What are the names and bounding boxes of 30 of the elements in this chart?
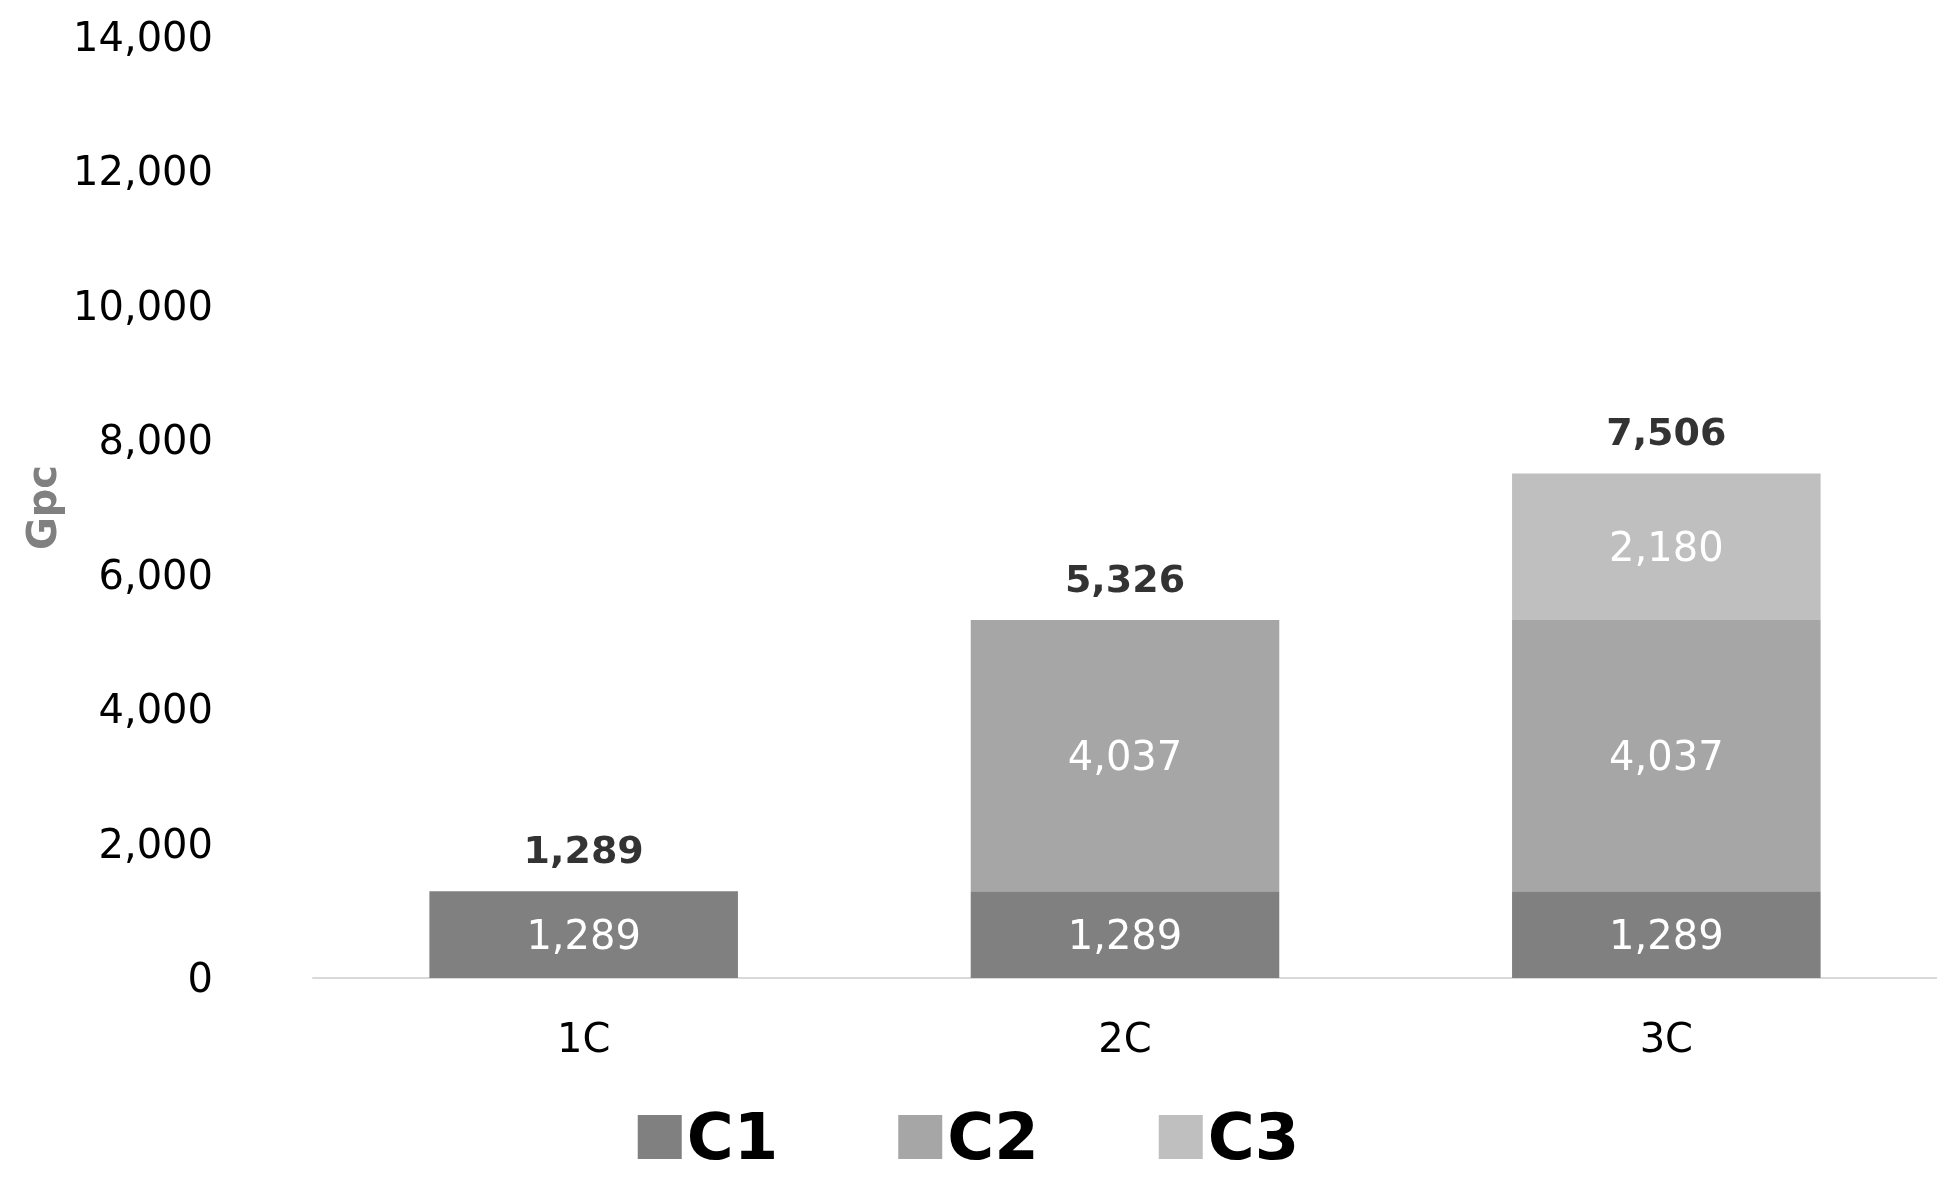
total-label: 5,326 [1064,557,1186,602]
bar [429,891,738,978]
y-tick-label: 8,000 [98,417,213,464]
y-tick-label: 0 [187,955,213,1001]
y-tick-label: 4,000 [98,686,213,733]
bar [1512,473,1821,621]
x-tick-label: 3C [1639,1015,1694,1061]
bar [970,620,1280,892]
bar [970,891,1280,978]
data-label: 1,289 [1067,911,1183,958]
data-label: 1,289 [1609,911,1724,958]
y-tick-label: 2,000 [98,820,213,867]
y-tick-label: 12,000 [73,148,213,195]
data-label: 1,289 [526,911,641,958]
bar [1512,891,1821,978]
legend-label: C1 [686,1100,779,1174]
legend-label: C3 [1207,1100,1300,1174]
total-label: 1,289 [523,828,644,873]
x-tick-label: 1C [556,1015,611,1061]
y-axis-title: Gpc [19,464,66,551]
y-tick-label: 14,000 [73,14,213,60]
data-label: 2,180 [1609,523,1724,570]
y-tick-label: 6,000 [98,551,213,598]
data-label: 4,037 [1609,732,1724,779]
total-label: 7,506 [1606,410,1727,455]
legend-label: C2 [947,1100,1039,1174]
bar [1512,620,1821,892]
data-label: 4,037 [1067,732,1183,779]
y-tick-label: 10,000 [73,282,213,329]
x-tick-label: 2C [1098,1015,1152,1061]
